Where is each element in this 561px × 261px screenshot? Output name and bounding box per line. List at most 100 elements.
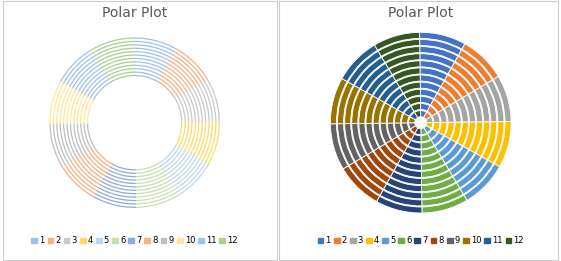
Wedge shape — [451, 122, 461, 143]
Wedge shape — [482, 122, 497, 160]
Wedge shape — [410, 112, 418, 120]
Wedge shape — [387, 123, 397, 140]
Wedge shape — [344, 86, 360, 124]
Wedge shape — [415, 128, 421, 135]
Wedge shape — [401, 153, 421, 163]
Wedge shape — [380, 123, 391, 143]
Wedge shape — [422, 189, 463, 206]
Wedge shape — [384, 184, 422, 199]
Wedge shape — [427, 129, 438, 139]
Wedge shape — [367, 69, 392, 95]
Wedge shape — [448, 69, 474, 94]
Wedge shape — [411, 134, 421, 142]
Wedge shape — [355, 158, 387, 189]
Wedge shape — [375, 32, 420, 50]
Wedge shape — [426, 116, 433, 123]
Wedge shape — [380, 190, 422, 206]
Wedge shape — [376, 196, 422, 213]
Wedge shape — [342, 45, 378, 81]
Wedge shape — [457, 98, 468, 122]
Wedge shape — [373, 99, 384, 123]
Wedge shape — [424, 112, 431, 120]
Wedge shape — [394, 165, 421, 177]
Wedge shape — [366, 123, 379, 151]
Wedge shape — [449, 150, 475, 176]
Wedge shape — [404, 146, 421, 156]
Wedge shape — [352, 89, 366, 123]
Wedge shape — [453, 153, 481, 182]
Title: Polar Plot: Polar Plot — [102, 6, 167, 20]
Wedge shape — [398, 133, 411, 146]
Wedge shape — [361, 63, 389, 92]
Wedge shape — [355, 57, 385, 88]
Wedge shape — [420, 75, 444, 86]
Wedge shape — [392, 94, 407, 109]
Wedge shape — [421, 104, 430, 111]
Wedge shape — [392, 137, 407, 152]
Wedge shape — [421, 164, 449, 177]
Wedge shape — [420, 54, 454, 68]
Wedge shape — [445, 122, 454, 139]
Wedge shape — [386, 140, 404, 158]
Wedge shape — [469, 91, 482, 122]
Wedge shape — [457, 157, 487, 188]
Wedge shape — [421, 128, 427, 135]
Wedge shape — [426, 122, 433, 129]
Wedge shape — [348, 51, 381, 85]
Wedge shape — [411, 126, 418, 133]
Wedge shape — [431, 133, 444, 145]
Wedge shape — [421, 111, 426, 117]
Wedge shape — [389, 61, 420, 75]
Wedge shape — [374, 147, 397, 170]
Wedge shape — [359, 123, 373, 154]
Wedge shape — [441, 81, 462, 102]
Wedge shape — [330, 79, 347, 124]
Wedge shape — [390, 171, 421, 185]
Legend: 1, 2, 3, 4, 5, 6, 7, 8, 9, 10, 11, 12: 1, 2, 3, 4, 5, 6, 7, 8, 9, 10, 11, 12 — [28, 233, 241, 249]
Wedge shape — [330, 124, 348, 169]
Wedge shape — [462, 44, 498, 80]
Wedge shape — [421, 152, 442, 163]
Wedge shape — [402, 123, 410, 133]
Wedge shape — [385, 54, 420, 69]
Wedge shape — [344, 124, 361, 162]
Wedge shape — [343, 166, 380, 201]
Wedge shape — [393, 68, 420, 81]
Wedge shape — [408, 140, 421, 149]
Wedge shape — [421, 158, 445, 170]
Wedge shape — [420, 68, 448, 80]
Wedge shape — [350, 162, 383, 195]
Wedge shape — [400, 82, 420, 93]
Wedge shape — [382, 46, 420, 62]
Wedge shape — [444, 75, 468, 98]
Wedge shape — [420, 89, 437, 99]
Wedge shape — [411, 104, 421, 111]
Wedge shape — [407, 96, 421, 105]
Wedge shape — [387, 177, 422, 192]
Wedge shape — [352, 123, 367, 158]
Wedge shape — [438, 122, 447, 135]
Wedge shape — [415, 111, 421, 117]
Wedge shape — [475, 87, 490, 122]
Wedge shape — [420, 96, 434, 105]
Wedge shape — [404, 89, 420, 99]
Wedge shape — [432, 113, 440, 122]
Wedge shape — [367, 151, 393, 177]
Wedge shape — [398, 100, 411, 113]
Wedge shape — [427, 106, 437, 116]
Wedge shape — [387, 106, 397, 123]
Wedge shape — [404, 106, 414, 116]
Wedge shape — [434, 93, 449, 109]
Wedge shape — [421, 177, 456, 192]
Wedge shape — [359, 92, 372, 123]
Wedge shape — [435, 136, 450, 151]
Wedge shape — [457, 122, 468, 146]
Wedge shape — [398, 159, 421, 170]
Wedge shape — [420, 61, 451, 74]
Wedge shape — [394, 123, 403, 136]
Wedge shape — [422, 195, 467, 213]
Wedge shape — [409, 123, 416, 129]
Wedge shape — [402, 113, 410, 123]
Wedge shape — [421, 134, 430, 142]
Wedge shape — [397, 75, 420, 87]
